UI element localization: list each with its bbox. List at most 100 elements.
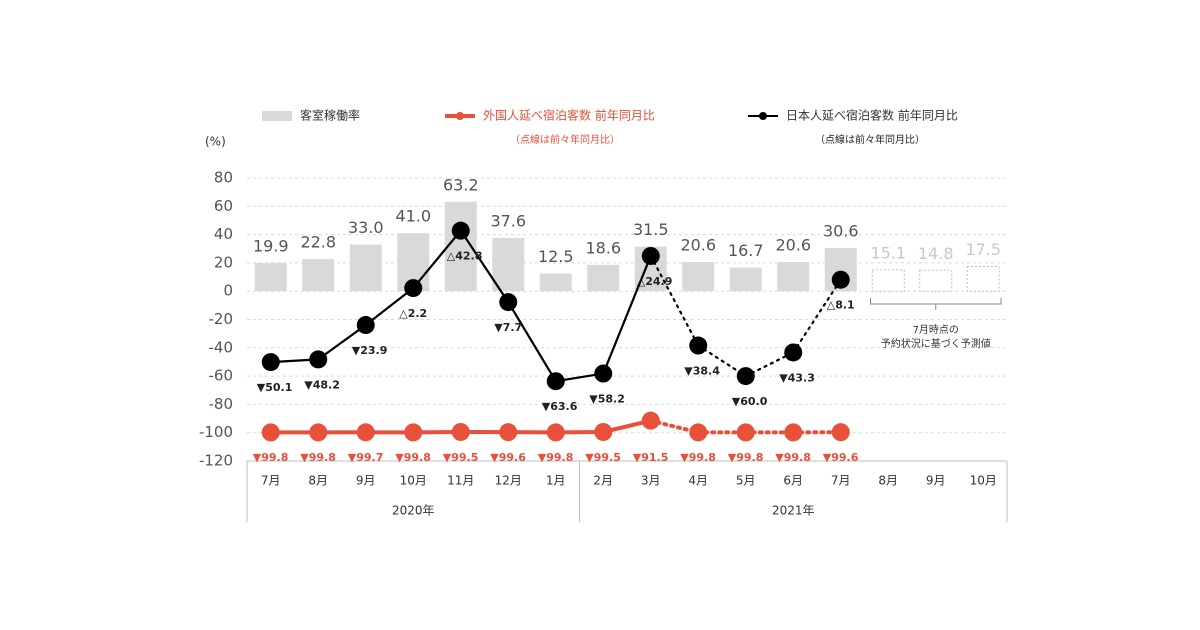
group-label: 2021年 xyxy=(772,504,815,518)
line-segment xyxy=(364,286,415,327)
x-tick-label: 3月 xyxy=(641,474,661,488)
data-label: ▼99.5 xyxy=(585,451,621,464)
y-tick-label: 20 xyxy=(214,253,233,271)
data-label: △2.2 xyxy=(399,307,427,320)
forecast-bracket xyxy=(870,298,1002,310)
line-marker xyxy=(356,316,375,335)
bar xyxy=(777,262,810,292)
bar-label: 37.6 xyxy=(490,211,526,230)
x-tick-label: 9月 xyxy=(926,474,946,488)
legend-note: （点線は前々年同月比） xyxy=(815,133,925,146)
data-label: ▼99.5 xyxy=(443,451,479,464)
data-label: ▼38.4 xyxy=(684,365,720,378)
x-tick-label: 7月 xyxy=(831,474,851,488)
line-marker xyxy=(594,422,613,441)
bar-label: 41.0 xyxy=(395,207,431,226)
line-marker xyxy=(499,423,518,442)
y-tick-label: 60 xyxy=(214,197,233,215)
data-label: ▼99.6 xyxy=(823,451,859,464)
line-marker xyxy=(309,423,328,442)
x-tick-label: 11月 xyxy=(447,474,474,488)
x-tick-label: 10月 xyxy=(400,474,427,488)
bar xyxy=(254,263,287,292)
line-marker xyxy=(594,364,613,383)
x-tick-label: 8月 xyxy=(308,474,328,488)
x-tick-label: 12月 xyxy=(495,474,522,488)
line-segment xyxy=(649,254,700,347)
data-label: ▼99.8 xyxy=(300,451,336,464)
data-label: ▼99.7 xyxy=(348,451,384,464)
legend-swatch xyxy=(262,111,292,121)
line-marker xyxy=(451,422,470,441)
line-marker xyxy=(641,246,660,265)
line-marker xyxy=(261,353,280,372)
bar-label: 33.0 xyxy=(348,218,384,237)
line-marker xyxy=(641,411,660,430)
line-segment xyxy=(317,323,367,361)
y-unit: (%) xyxy=(205,135,226,149)
x-tick-label: 5月 xyxy=(736,474,756,488)
bar-label: 12.5 xyxy=(538,247,574,266)
data-label: ▼7.7 xyxy=(494,321,522,334)
bar-label: 63.2 xyxy=(443,175,479,194)
y-tick-label: -80 xyxy=(209,395,234,413)
line-segment xyxy=(792,278,842,354)
bar-label: 18.6 xyxy=(585,238,621,257)
x-tick-label: 2月 xyxy=(593,474,613,488)
bar xyxy=(539,273,572,292)
x-tick-label: 7月 xyxy=(261,474,281,488)
data-label: ▼23.9 xyxy=(352,344,388,357)
bar-label: 17.5 xyxy=(965,240,1001,259)
data-label: ▼99.8 xyxy=(395,451,431,464)
bar-label: 19.9 xyxy=(253,237,289,256)
bar-label: 22.8 xyxy=(300,232,336,251)
bar xyxy=(492,237,525,292)
data-label: ▼60.0 xyxy=(732,395,768,408)
bar xyxy=(682,262,715,292)
y-tick-label: -40 xyxy=(209,338,234,356)
line-marker xyxy=(831,423,850,442)
line-marker xyxy=(261,423,280,442)
legend-note: （点線は前々年同月比） xyxy=(510,133,620,146)
bar xyxy=(729,267,762,292)
line-marker xyxy=(451,221,470,240)
bar xyxy=(302,258,335,292)
line-marker xyxy=(736,423,755,442)
data-label: ▼99.6 xyxy=(490,451,526,464)
bar-label: 16.7 xyxy=(728,241,764,260)
line-marker xyxy=(784,423,803,442)
line-marker xyxy=(784,343,803,362)
data-label: △42.8 xyxy=(447,250,483,263)
data-label: ▼91.5 xyxy=(633,451,669,464)
x-tick-label: 10月 xyxy=(970,474,997,488)
line-marker xyxy=(546,423,565,442)
line-segment xyxy=(602,254,652,375)
legend-label: 客室稼働率 xyxy=(300,108,360,123)
y-tick-label: 40 xyxy=(214,225,233,243)
data-label: ▼63.6 xyxy=(542,400,578,413)
y-tick-label: -60 xyxy=(209,367,234,385)
line-marker xyxy=(404,423,423,442)
line-segment xyxy=(697,344,747,378)
bar-label: 30.6 xyxy=(823,221,859,240)
data-label: ▼99.8 xyxy=(728,451,764,464)
line-marker xyxy=(404,279,423,298)
bar-label: 14.8 xyxy=(918,244,954,263)
line-segment xyxy=(459,229,510,304)
bar-label: 15.1 xyxy=(870,243,906,262)
data-label: ▼48.2 xyxy=(304,378,340,391)
data-label: △8.1 xyxy=(827,299,855,312)
legend-marker xyxy=(456,112,464,120)
bar xyxy=(919,269,953,292)
data-label: ▼99.8 xyxy=(775,451,811,464)
line-marker xyxy=(689,336,708,355)
line-marker xyxy=(736,367,755,386)
bar-label: 31.5 xyxy=(633,220,669,239)
data-label: ▼99.8 xyxy=(680,451,716,464)
y-tick-label: 80 xyxy=(214,169,233,187)
x-tick-label: 1月 xyxy=(546,474,566,488)
line-marker xyxy=(356,423,375,442)
legend-label: 日本人延べ宿泊客数 前年同月比 xyxy=(786,108,958,123)
bar xyxy=(966,265,1000,292)
